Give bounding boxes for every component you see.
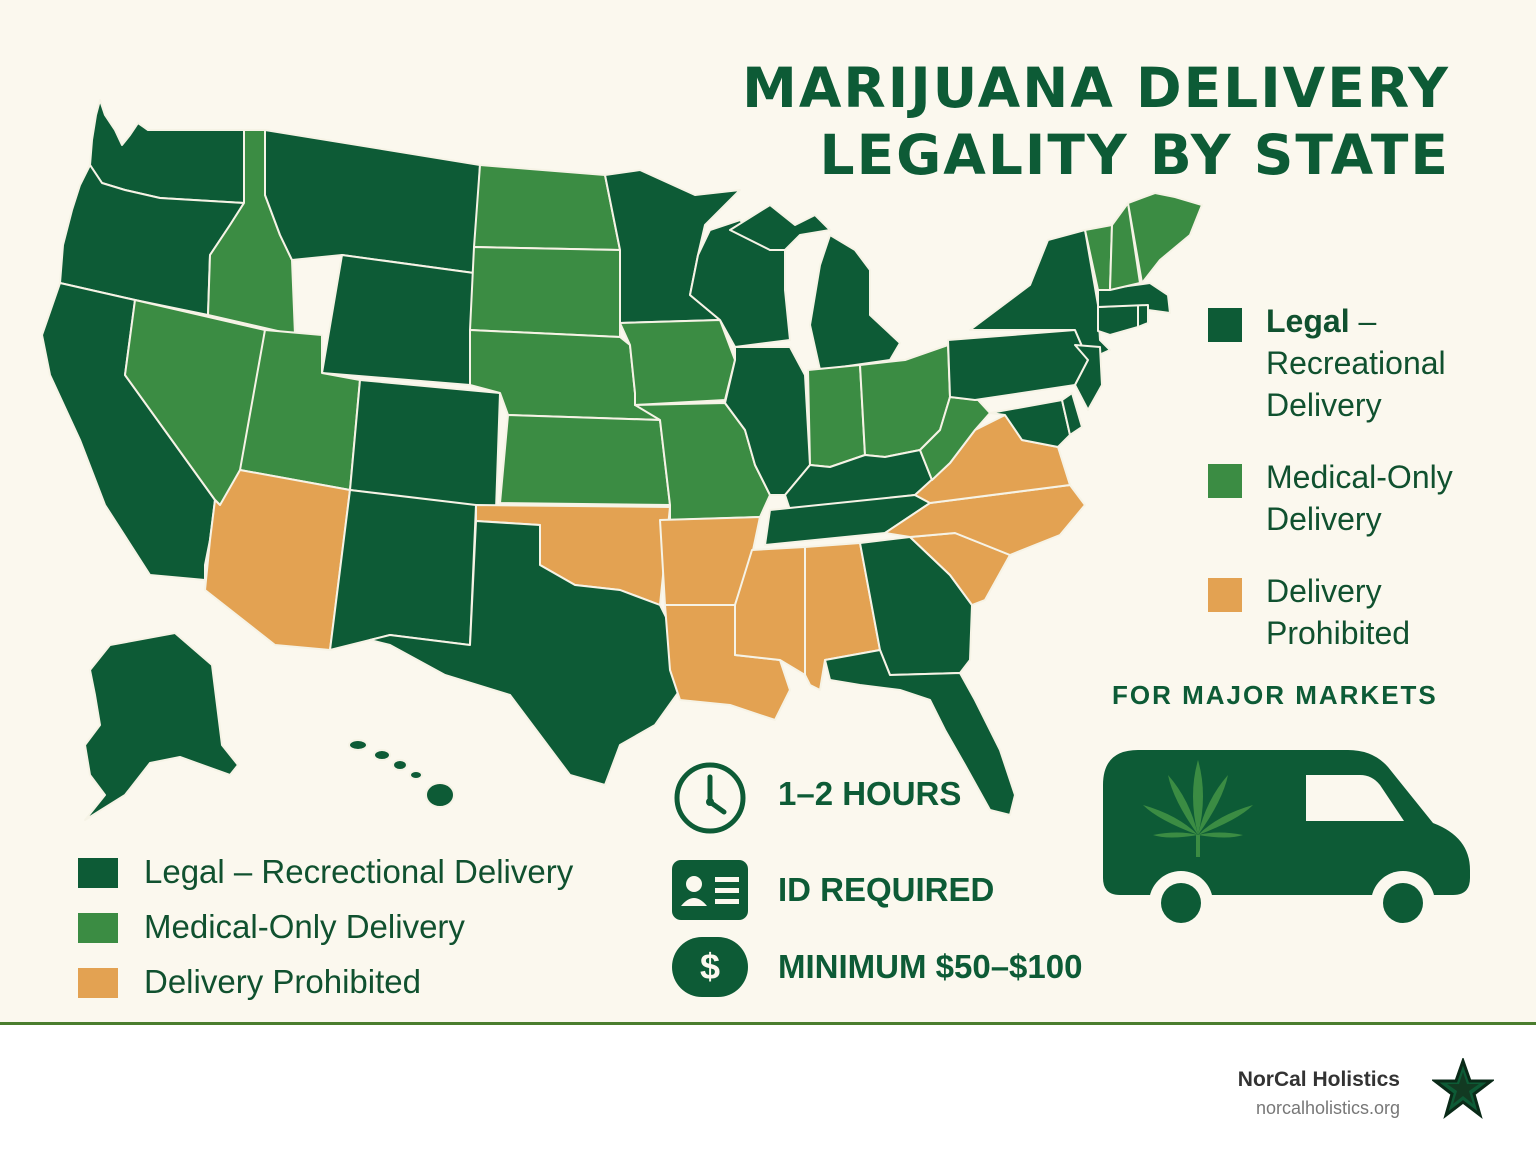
state-NJ[interactable] [1074,344,1103,411]
legend-bottom-swatch-prohibited [78,968,118,998]
legend-bottom-item-prohibited: Delivery Prohibited [78,958,573,1013]
state-HI[interactable] [348,739,455,808]
delivery-van-icon [1103,750,1470,935]
legend-bottom-label-legal: Legal – Recrectional Delivery [144,853,574,890]
id-required-text: ID REQUIRED [778,871,995,908]
legend-swatch-legal [1208,308,1242,342]
state-FL[interactable] [824,649,1016,816]
dollar-glyph: $ [700,946,720,987]
state-IN[interactable] [807,364,866,468]
title-line-2: LEGALITY BY STATE [819,123,1450,187]
state-SD[interactable] [469,246,621,338]
state-CO[interactable] [349,379,501,511]
state-RI[interactable] [1137,304,1149,328]
legend-bottom-item-legal: Legal – Recrectional Delivery [78,848,573,903]
brand-url[interactable]: norcalholistics.org [1255,1098,1400,1118]
state-MA[interactable] [1097,282,1171,314]
delivery-time-text: 1–2 HOURS [778,775,962,812]
state-MI[interactable] [729,204,901,371]
state-ME[interactable] [1127,192,1203,284]
cannabis-leaf-icon [1143,760,1253,857]
state-IL[interactable] [724,346,811,496]
state-WI[interactable] [689,219,791,348]
legend-swatch-prohibited [1208,578,1242,612]
legend-item-medical: Medical-Only Delivery [1208,456,1528,540]
legend-bottom-swatch-legal [78,858,118,888]
state-NM[interactable] [329,489,477,651]
legend-bottom-swatch-medical [78,913,118,943]
state-IA[interactable] [619,319,736,406]
state-WY[interactable] [321,254,475,386]
legend-item-legal: Legal – Recreational Delivery [1208,300,1528,426]
state-ND[interactable] [473,164,621,251]
state-TX[interactable] [369,520,681,786]
title-line-1: MARIJUANA DELIVERY [742,56,1450,120]
star-logo-icon [1432,1058,1494,1119]
footer-divider [0,1022,1536,1025]
major-markets-heading: FOR MAJOR MARKETS [1112,680,1438,710]
legend-item-prohibited: Delivery Prohibited [1208,570,1528,654]
brand-block: NorCal Holistics norcalholistics.org [1238,1067,1400,1123]
state-DE[interactable] [1061,392,1083,436]
poster: MARIJUANA DELIVERY LEGALITY BY STATE Leg… [0,0,1536,1024]
us-map [41,99,1203,821]
clock-icon [674,762,746,834]
state-AK[interactable] [84,632,239,821]
legend-right: Legal – Recreational Delivery Medical-Only… [1208,300,1528,684]
state-PA[interactable] [947,329,1089,401]
minimum-order-text: MINIMUM $50–$100 [778,948,1083,985]
legend-bottom-item-medical: Medical-Only Delivery [78,903,573,958]
state-NH[interactable] [1109,202,1141,291]
id-card-icon [672,860,748,920]
brand-name: NorCal Holistics [1237,1068,1400,1091]
legend-bottom-label-prohibited: Delivery Prohibited [144,963,421,1000]
legend-swatch-medical [1208,464,1242,498]
state-KS[interactable] [499,414,671,506]
page-title: MARIJUANA DELIVERY LEGALITY BY STATE [742,55,1450,189]
legend-label-prohibited: Delivery Prohibited [1266,573,1411,651]
legend-label-medical: Medical-Only Delivery [1266,459,1453,537]
state-CT[interactable] [1097,304,1139,336]
dollar-icon: $ [672,937,748,997]
legend-label-legal: Legal – Recreational Delivery [1266,303,1446,423]
legend-bottom: Legal – Recrectional Delivery Medical-On… [78,848,573,1013]
legend-bottom-label-medical: Medical-Only Delivery [144,908,465,945]
state-MT[interactable] [264,129,481,274]
state-AZ[interactable] [204,469,351,651]
